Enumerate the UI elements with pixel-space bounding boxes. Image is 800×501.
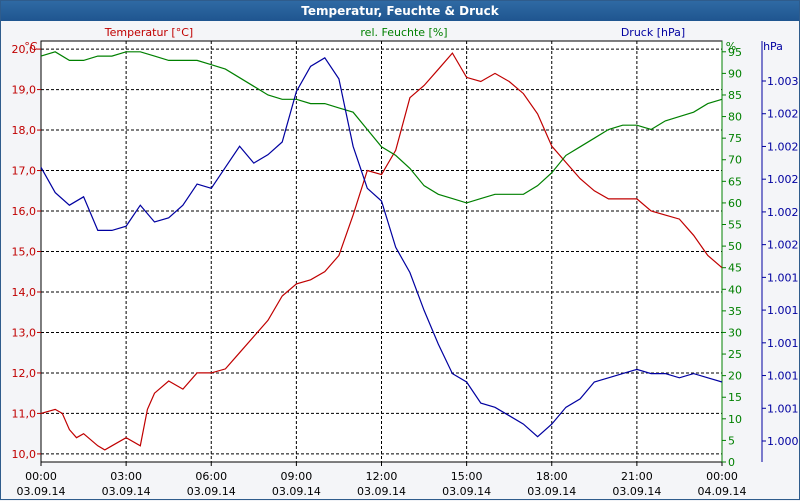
pressure-tick-label: 1.002 [767, 239, 799, 252]
humidity-tick-label: 25 [728, 348, 742, 361]
x-tick-label-date: 03.09.14 [272, 485, 321, 498]
humidity-tick-label: 30 [728, 326, 742, 339]
humidity-tick-label: 15 [728, 391, 742, 404]
humidity-tick-label: 80 [728, 111, 742, 124]
temperature-tick-label: 15,0 [12, 246, 37, 259]
x-tick-label-time: 00:00 [706, 470, 738, 483]
x-tick-label-date: 03.09.14 [17, 485, 66, 498]
temperature-tick-label: 18,0 [12, 124, 37, 137]
humidity-tick-label: 90 [728, 67, 742, 80]
pressure-tick-label: 1.002 [767, 140, 799, 153]
temperature-tick-label: 12,0 [12, 367, 37, 380]
temperature-tick-label: 14,0 [12, 286, 37, 299]
pressure-tick-label: 1.001 [767, 337, 799, 350]
temperature-tick-label: 10,0 [12, 448, 37, 461]
temperature-tick-label: 20,0 [12, 43, 37, 56]
humidity-axis-label: rel. Feuchte [%] [360, 26, 447, 39]
temperature-tick-label: 17,0 [12, 165, 37, 178]
humidity-tick-label: 50 [728, 240, 742, 253]
temperature-tick-label: 13,0 [12, 326, 37, 339]
x-tick-label-time: 03:00 [110, 470, 142, 483]
pressure-tick-label: 1.001 [767, 304, 799, 317]
humidity-tick-label: 65 [728, 175, 742, 188]
pressure-unit: hPa [763, 40, 783, 53]
humidity-tick-label: 20 [728, 370, 742, 383]
temperature-tick-label: 16,0 [12, 205, 37, 218]
x-tick-label-time: 18:00 [536, 470, 568, 483]
pressure-tick-label: 1.002 [767, 173, 799, 186]
humidity-tick-label: 55 [728, 219, 742, 232]
humidity-tick-label: 5 [728, 434, 735, 447]
x-tick-label-date: 03.09.14 [612, 485, 661, 498]
temperature-series-line [40, 52, 723, 451]
x-tick-label-time: 06:00 [195, 470, 227, 483]
x-tick-label-date: 03.09.14 [102, 485, 151, 498]
pressure-tick-label: 1.003 [767, 75, 799, 88]
pressure-tick-label: 1.001 [767, 370, 799, 383]
x-tick-label-date: 04.09.14 [698, 485, 747, 498]
pressure-tick-label: 1.001 [767, 271, 799, 284]
x-tick-label-date: 03.09.14 [442, 485, 491, 498]
x-tick-label-date: 03.09.14 [527, 485, 576, 498]
chart-title: Temperatur, Feuchte & Druck [1, 1, 799, 21]
humidity-tick-label: 95 [728, 46, 742, 59]
pressure-tick-label: 1.002 [767, 108, 799, 121]
temperature-axis-label: Temperatur [°C] [104, 26, 193, 39]
pressure-axis-label: Druck [hPa] [621, 26, 685, 39]
pressure-tick-label: 1.000 [767, 435, 799, 448]
humidity-tick-label: 75 [728, 132, 742, 145]
pressure-series-line [40, 56, 723, 438]
x-tick-label-time: 09:00 [281, 470, 313, 483]
humidity-tick-label: 45 [728, 262, 742, 275]
humidity-tick-label: 0 [728, 456, 735, 469]
x-tick-label-time: 00:00 [25, 470, 57, 483]
humidity-tick-label: 40 [728, 283, 742, 296]
temperature-tick-label: 19,0 [12, 84, 37, 97]
x-tick-label-date: 03.09.14 [357, 485, 406, 498]
pressure-tick-label: 1.002 [767, 206, 799, 219]
humidity-tick-label: 10 [728, 413, 742, 426]
x-tick-label-date: 03.09.14 [187, 485, 236, 498]
humidity-tick-label: 60 [728, 197, 742, 210]
temperature-unit: °C [24, 40, 38, 53]
temperature-tick-label: 11,0 [12, 407, 37, 420]
humidity-unit: % [726, 40, 736, 53]
x-tick-label-time: 21:00 [621, 470, 653, 483]
humidity-tick-label: 85 [728, 89, 742, 102]
x-tick-label-time: 12:00 [366, 470, 398, 483]
humidity-tick-label: 70 [728, 154, 742, 167]
pressure-tick-label: 1.001 [767, 402, 799, 415]
humidity-tick-label: 35 [728, 305, 742, 318]
humidity-series-line [40, 51, 723, 204]
x-tick-label-time: 15:00 [451, 470, 483, 483]
